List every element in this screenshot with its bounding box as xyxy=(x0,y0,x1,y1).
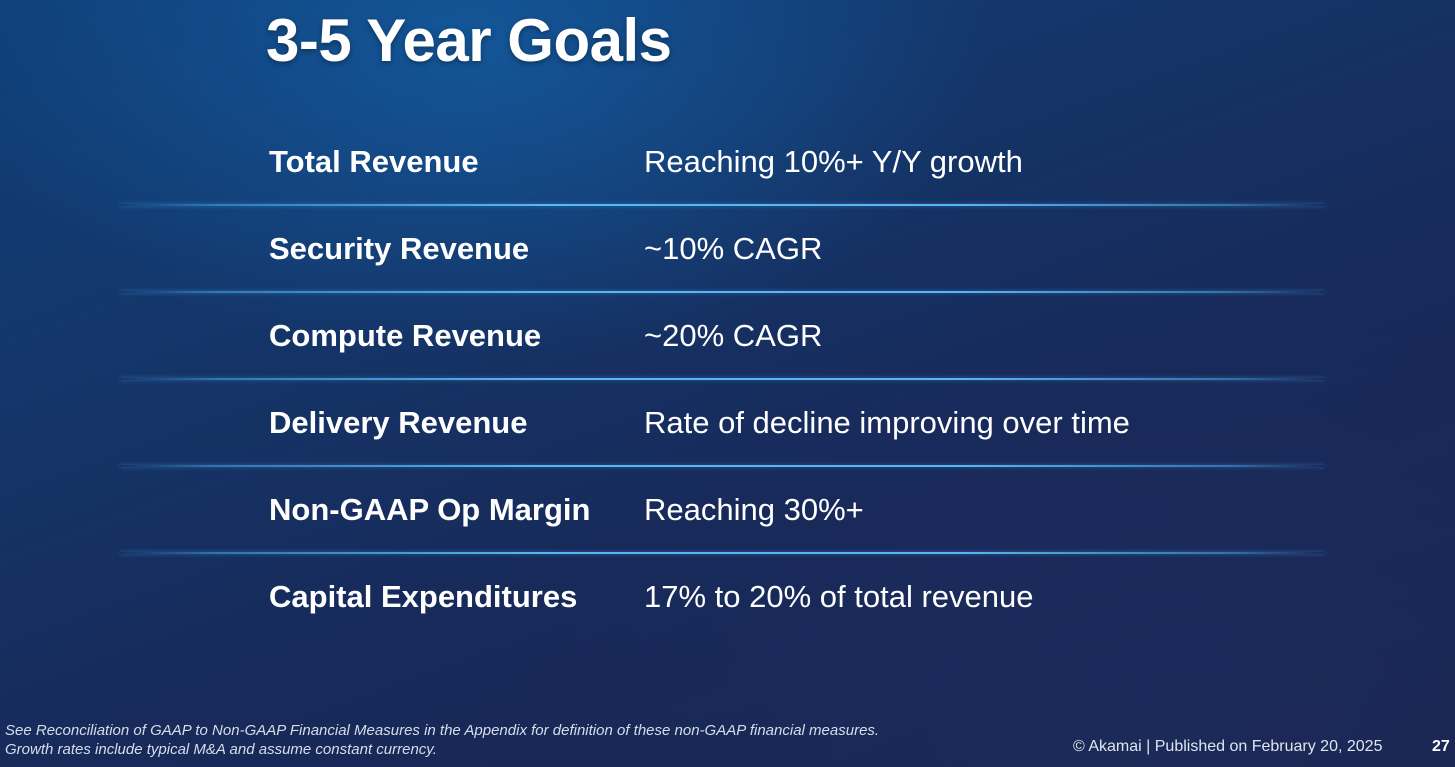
goal-target: Reaching 10%+ Y/Y growth xyxy=(644,144,1023,179)
goals-table: Total Revenue Reaching 10%+ Y/Y growth S… xyxy=(120,118,1325,640)
row-divider xyxy=(120,552,1325,554)
row-divider xyxy=(120,291,1325,293)
footnotes: See Reconciliation of GAAP to Non-GAAP F… xyxy=(5,721,879,759)
goal-metric: Non-GAAP Op Margin xyxy=(269,492,591,527)
goal-metric: Total Revenue xyxy=(269,144,479,179)
row-divider xyxy=(120,204,1325,206)
goal-target: Rate of decline improving over time xyxy=(644,405,1130,440)
goal-row: Non-GAAP Op Margin Reaching 30%+ xyxy=(120,466,1325,554)
goal-row: Capital Expenditures 17% to 20% of total… xyxy=(120,553,1325,640)
footnote-line: Growth rates include typical M&A and ass… xyxy=(5,741,437,758)
goal-metric: Delivery Revenue xyxy=(269,405,528,440)
goal-target: ~10% CAGR xyxy=(644,231,823,266)
goal-metric: Security Revenue xyxy=(269,231,530,266)
goal-target: Reaching 30%+ xyxy=(644,492,864,527)
goal-metric: Compute Revenue xyxy=(269,318,542,353)
row-divider xyxy=(120,465,1325,467)
goal-row: Total Revenue Reaching 10%+ Y/Y growth xyxy=(120,118,1325,206)
goal-row: Compute Revenue ~20% CAGR xyxy=(120,292,1325,380)
slide-title: 3-5 Year Goals xyxy=(266,7,672,74)
page-number: 27 xyxy=(1432,738,1450,755)
goal-target: 17% to 20% of total revenue xyxy=(644,579,1034,614)
row-divider xyxy=(120,378,1325,380)
goal-row: Delivery Revenue Rate of decline improvi… xyxy=(120,379,1325,467)
goal-metric: Capital Expenditures xyxy=(269,579,578,614)
footnote-line: See Reconciliation of GAAP to Non-GAAP F… xyxy=(5,722,880,739)
copyright-text: © Akamai | Published on February 20, 202… xyxy=(1073,738,1383,755)
goal-target: ~20% CAGR xyxy=(644,318,823,353)
goal-row: Security Revenue ~10% CAGR xyxy=(120,205,1325,293)
